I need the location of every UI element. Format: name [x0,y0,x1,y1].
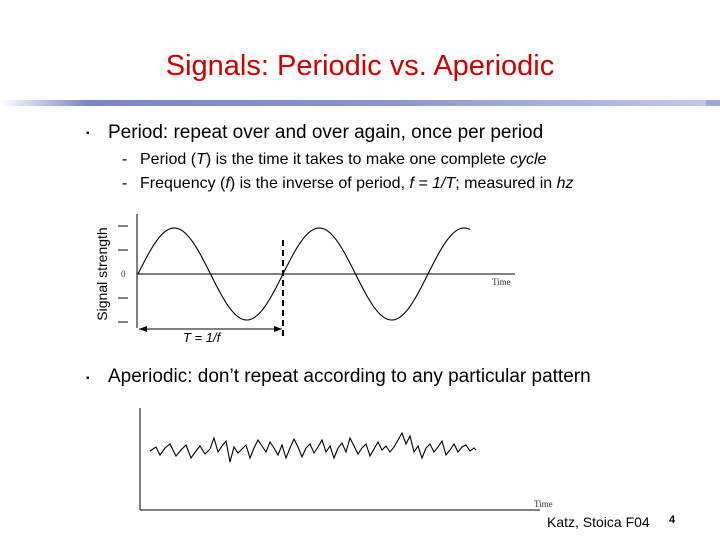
sub-text-italic: f = 1/T [409,175,456,192]
title-divider-cap [706,100,720,106]
dash: - [122,175,128,192]
sub-bullet-period: - Period (T) is the time it takes to make… [122,151,546,169]
period-arrowhead-right [274,326,282,332]
x-axis-label-aperiodic: Time [534,499,553,509]
sub-text-italic: f [225,175,230,192]
periodic-sine-wave [137,227,471,321]
sub-text-italic: cycle [509,151,547,168]
sub-text: ; measured in [455,175,557,192]
slide-title: Signals: Periodic vs. Aperiodic [165,50,555,82]
sub-text: Period ( [140,151,197,168]
sub-text-italic: T [196,151,206,168]
title-divider [0,100,720,106]
sub-text: ) is the inverse of period, [229,175,410,192]
period-arrowhead-left [139,326,147,332]
bullet-periodic: Period: repeat over and over again, once… [108,122,544,143]
bullet-marker: ▪ [86,128,90,139]
y-tick-zero-label: 0 [121,269,126,279]
bullet-marker: ▪ [86,373,90,384]
page-number: 4 [669,514,676,526]
sub-text-italic: hz [556,175,574,192]
sub-text: ) is the time it takes to make one compl… [205,151,510,168]
bullet-aperiodic: Aperiodic: don’t repeat according to any… [108,366,591,387]
sub-bullet-frequency: - Frequency (f) is the inverse of period,… [122,175,574,193]
period-label: T = 1/f [183,330,222,345]
aperiodic-signal [149,431,477,463]
footer-credit: Katz, Stoica F04 [547,514,650,530]
sub-text: Frequency ( [140,175,226,192]
x-axis-label-periodic: Time [492,277,511,287]
dash: - [122,151,128,168]
